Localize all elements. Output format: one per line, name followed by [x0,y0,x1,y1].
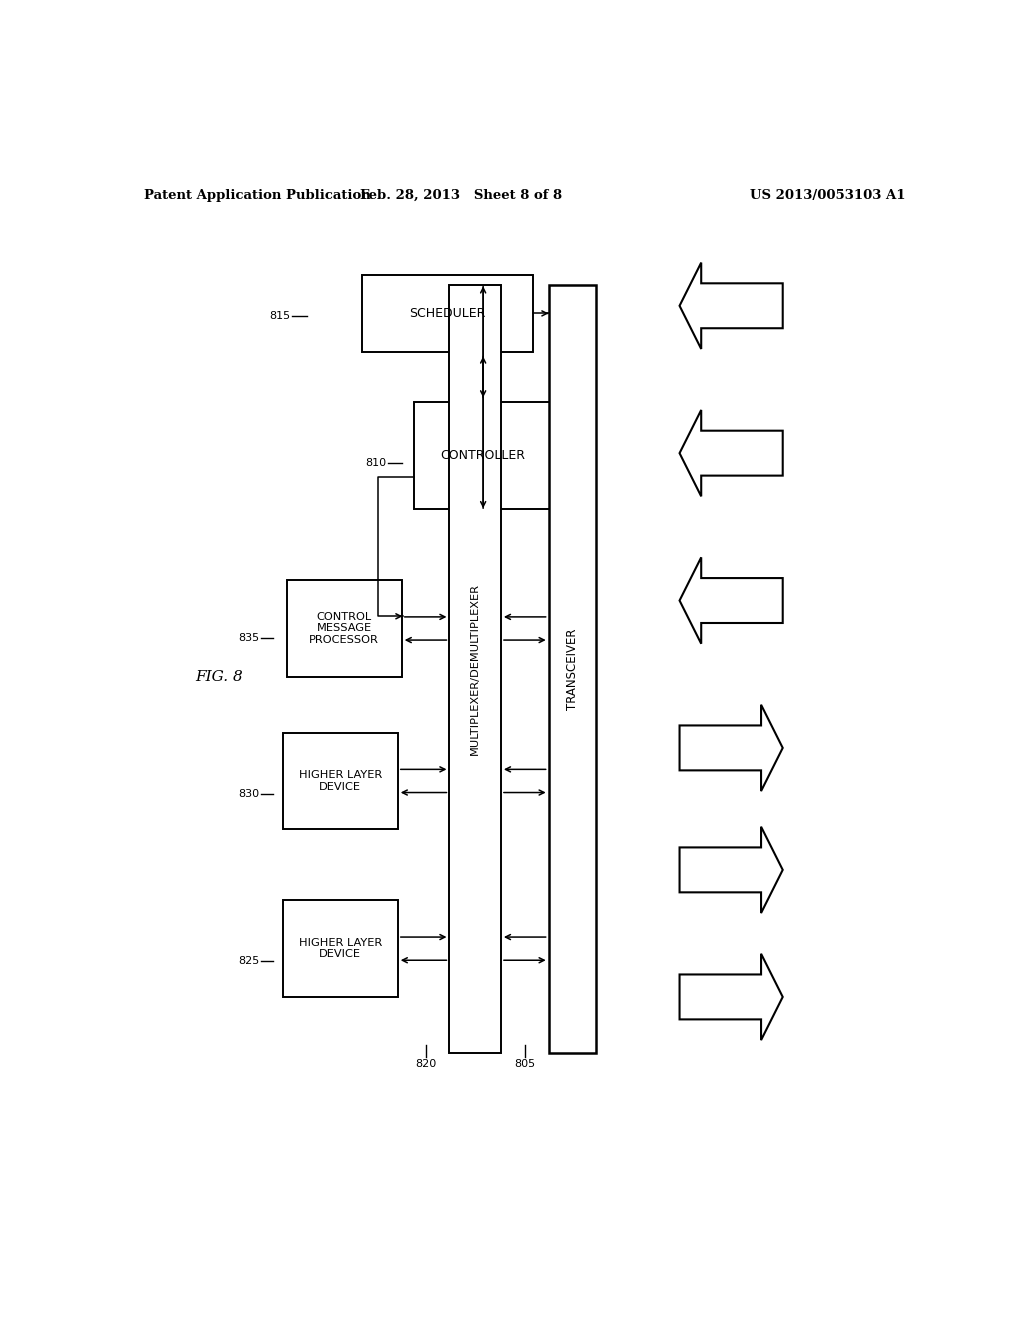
Text: 810: 810 [365,458,386,469]
Text: 805: 805 [514,1059,536,1069]
Text: 820: 820 [415,1059,436,1069]
Polygon shape [680,954,782,1040]
Text: CONTROLLER: CONTROLLER [440,449,525,462]
Text: TRANSCEIVER: TRANSCEIVER [566,628,579,710]
Polygon shape [680,263,782,348]
Polygon shape [680,826,782,913]
FancyBboxPatch shape [283,733,397,829]
FancyBboxPatch shape [450,285,501,1053]
Text: US 2013/0053103 A1: US 2013/0053103 A1 [751,189,905,202]
Text: CONTROL
MESSAGE
PROCESSOR: CONTROL MESSAGE PROCESSOR [309,612,379,645]
Text: 835: 835 [239,634,260,643]
FancyBboxPatch shape [414,403,553,510]
Text: Feb. 28, 2013   Sheet 8 of 8: Feb. 28, 2013 Sheet 8 of 8 [360,189,562,202]
Text: 830: 830 [239,788,260,799]
FancyBboxPatch shape [549,285,596,1053]
Text: HIGHER LAYER
DEVICE: HIGHER LAYER DEVICE [299,770,382,792]
Text: SCHEDULER: SCHEDULER [410,308,485,319]
Polygon shape [680,705,782,791]
Text: HIGHER LAYER
DEVICE: HIGHER LAYER DEVICE [299,937,382,960]
Text: Patent Application Publication: Patent Application Publication [143,189,371,202]
Text: FIG. 8: FIG. 8 [196,669,243,684]
Polygon shape [680,557,782,644]
Text: 825: 825 [239,957,260,966]
Text: MULTIPLEXER/DEMULTIPLEXER: MULTIPLEXER/DEMULTIPLEXER [470,583,480,755]
Text: 815: 815 [269,312,291,321]
FancyBboxPatch shape [283,900,397,997]
FancyBboxPatch shape [362,276,532,351]
Polygon shape [680,411,782,496]
FancyBboxPatch shape [287,581,401,677]
